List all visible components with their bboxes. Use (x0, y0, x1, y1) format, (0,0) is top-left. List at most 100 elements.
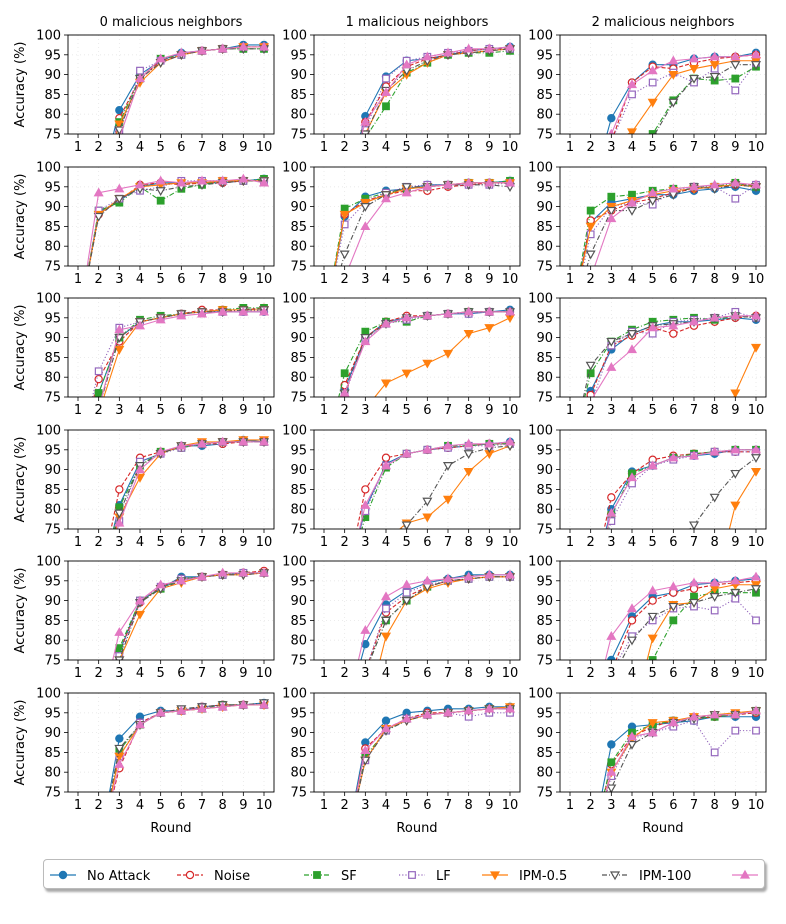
x-tick-label: 7 (690, 666, 698, 681)
x-tick-label: 4 (136, 403, 144, 418)
series-sf (113, 437, 268, 529)
data-point (401, 187, 412, 197)
x-tick-label: 7 (198, 535, 206, 550)
data-point (382, 102, 390, 111)
y-tick-label: 75 (290, 391, 307, 406)
series-sf (584, 311, 760, 397)
data-point (750, 454, 762, 463)
series-lf (115, 437, 268, 529)
series-line (367, 50, 511, 134)
data-point (442, 495, 454, 505)
legend-item-no-attack: No Attack (50, 869, 151, 884)
x-tick-label: 5 (403, 140, 411, 155)
series-line (112, 704, 264, 792)
x-axis-label: Round (396, 821, 437, 836)
series-line (117, 48, 264, 134)
series-noise (334, 178, 515, 266)
x-tick-label: 5 (157, 798, 165, 813)
x-tick-label: 2 (341, 666, 349, 681)
data-point (360, 130, 371, 134)
data-point (380, 460, 392, 470)
x-tick-label: 2 (95, 666, 103, 681)
x-tick-label: 5 (157, 666, 165, 681)
subplot-r4-c2: 1 2 3 4 5 6 7 8 9 10 75 80 85 90 95 100 (282, 424, 521, 550)
data-point (382, 74, 390, 83)
y-tick-label: 95 (44, 311, 61, 326)
series-line (589, 315, 757, 397)
x-tick-label: 4 (628, 403, 636, 418)
series-line (604, 576, 757, 660)
data-point (238, 699, 249, 709)
y-tick-label: 85 (44, 746, 61, 761)
data-point (380, 318, 392, 328)
x-tick-label: 10 (748, 666, 765, 681)
series-line (88, 178, 265, 266)
data-point (258, 41, 270, 51)
x-tick-label: 3 (115, 140, 123, 155)
x-tick-label: 8 (219, 403, 227, 418)
y-tick-label: 80 (44, 634, 61, 649)
series-line (120, 46, 264, 134)
data-point (750, 310, 762, 320)
data-point (626, 472, 638, 482)
x-tick-label: 5 (649, 272, 657, 287)
series-line (361, 46, 511, 134)
data-point (339, 210, 350, 220)
x-tick-label: 4 (136, 535, 144, 550)
data-point (442, 308, 454, 318)
x-tick-label: 6 (423, 403, 431, 418)
data-point (709, 493, 720, 503)
y-tick-label: 80 (536, 108, 553, 123)
data-point (380, 616, 392, 626)
legend-label: IPM-0.5 (519, 869, 567, 884)
axes-frame (67, 297, 275, 398)
series-line (368, 576, 510, 660)
data-point (196, 45, 208, 55)
data-point (648, 329, 657, 338)
series-lf (359, 439, 514, 529)
x-tick-label: 10 (502, 403, 519, 418)
x-tick-label: 1 (74, 666, 82, 681)
axes-frame (313, 429, 521, 530)
y-axis-label: Accuracy (%) (13, 174, 28, 260)
x-tick-label: 6 (669, 272, 677, 287)
plot-area (357, 569, 516, 660)
x-tick-label: 1 (74, 403, 82, 418)
y-tick-label: 100 (528, 292, 553, 307)
plot-area (603, 444, 762, 529)
data-point (752, 616, 760, 625)
x-tick-label: 1 (566, 535, 574, 550)
y-tick-label: 90 (44, 331, 61, 346)
data-point (196, 175, 208, 185)
data-point (176, 575, 187, 585)
series-ipm-100 (621, 585, 762, 660)
data-point (668, 55, 679, 65)
series-line (582, 315, 757, 397)
series-ipm-0-5 (360, 45, 516, 134)
y-tick-label: 95 (290, 48, 307, 63)
x-tick-label: 8 (465, 535, 473, 550)
series-line (356, 443, 510, 529)
x-tick-label: 3 (607, 140, 615, 155)
series-noise (356, 439, 515, 529)
x-tick-label: 10 (502, 666, 519, 681)
data-point (442, 707, 454, 717)
y-tick-label: 80 (536, 240, 553, 255)
series-line (357, 712, 510, 792)
data-point (668, 581, 679, 591)
data-point (730, 575, 741, 585)
x-tick-label: 4 (382, 666, 390, 681)
x-tick-label: 9 (485, 140, 493, 155)
x-tick-label: 2 (587, 272, 595, 287)
data-point (668, 98, 679, 108)
x-tick-label: 4 (382, 798, 390, 813)
y-tick-label: 85 (44, 483, 61, 498)
data-point (688, 577, 700, 587)
x-tick-label: 8 (465, 403, 473, 418)
series-line (654, 64, 756, 134)
series-line (118, 572, 265, 660)
x-tick-label: 7 (444, 798, 452, 813)
data-point (155, 314, 166, 324)
y-tick-label: 95 (536, 180, 553, 195)
legend: No Attack Noise SF LF IPM-0.5 IPM-100 ALIE (43, 859, 765, 889)
